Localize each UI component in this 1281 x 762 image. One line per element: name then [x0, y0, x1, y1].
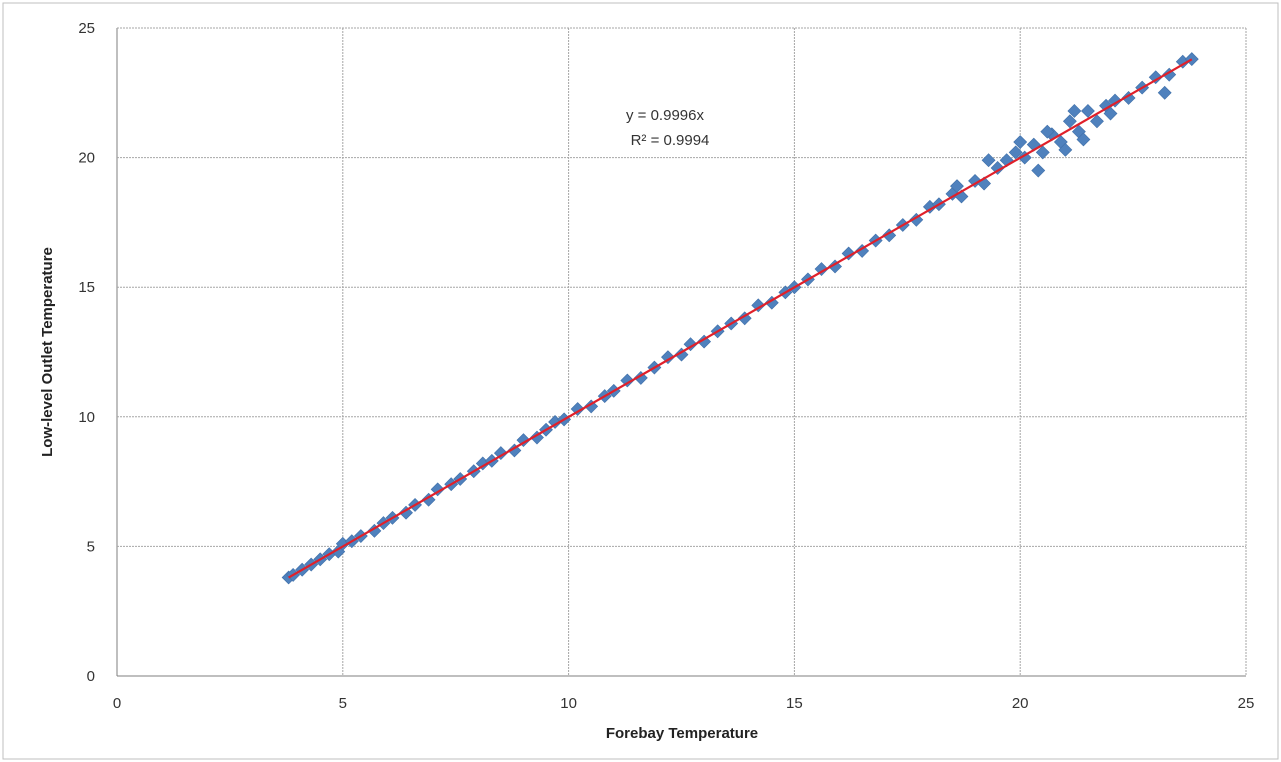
data-point [814, 262, 829, 276]
data-point [1067, 104, 1082, 118]
x-tick-label: 10 [560, 695, 577, 712]
data-point [1076, 132, 1091, 147]
trendline-r-squared: R² = 0.9994 [631, 132, 710, 149]
y-tick-label: 20 [78, 150, 95, 167]
y-tick-label: 25 [78, 20, 95, 37]
data-point [841, 246, 856, 261]
y-tick-label: 5 [87, 538, 95, 555]
x-axis-title: Forebay Temperature [606, 725, 758, 742]
x-tick-label: 20 [1012, 695, 1029, 712]
x-tick-label: 25 [1238, 695, 1255, 712]
trendline [288, 58, 1193, 579]
data-point [1081, 104, 1095, 118]
data-point [1103, 106, 1118, 121]
data-point [1035, 145, 1050, 160]
data-point [1108, 93, 1122, 108]
data-point [516, 433, 531, 448]
trendline-equation: y = 0.9996x [626, 107, 704, 124]
data-point [1008, 145, 1023, 160]
data-point [1090, 114, 1104, 129]
data-point [683, 337, 698, 352]
data-point [620, 373, 635, 388]
data-point [981, 153, 996, 168]
data-point [751, 298, 766, 313]
tick-labels: 0 5 10 15 20 25 0 5 10 15 20 25 [78, 20, 1254, 712]
data-point [570, 402, 585, 416]
data-point [1040, 124, 1055, 139]
x-tick-label: 15 [786, 695, 803, 712]
data-point [1148, 70, 1163, 85]
y-axis-title: Low-level Outlet Temperature [39, 247, 56, 457]
y-tick-label: 15 [78, 279, 95, 296]
data-point [950, 179, 964, 194]
data-point [1062, 114, 1077, 129]
data-point [1058, 142, 1073, 157]
data-point [990, 161, 1005, 175]
data-point [661, 350, 675, 365]
x-tick-label: 0 [113, 695, 121, 712]
y-tick-label: 10 [78, 409, 95, 426]
data-point [1157, 85, 1172, 100]
data-point [1031, 163, 1046, 178]
y-tick-label: 0 [87, 668, 95, 685]
grid [116, 27, 1247, 677]
data-point [430, 482, 445, 497]
data-point [1013, 135, 1028, 149]
data-point [493, 446, 508, 461]
x-tick-label: 5 [339, 695, 347, 712]
